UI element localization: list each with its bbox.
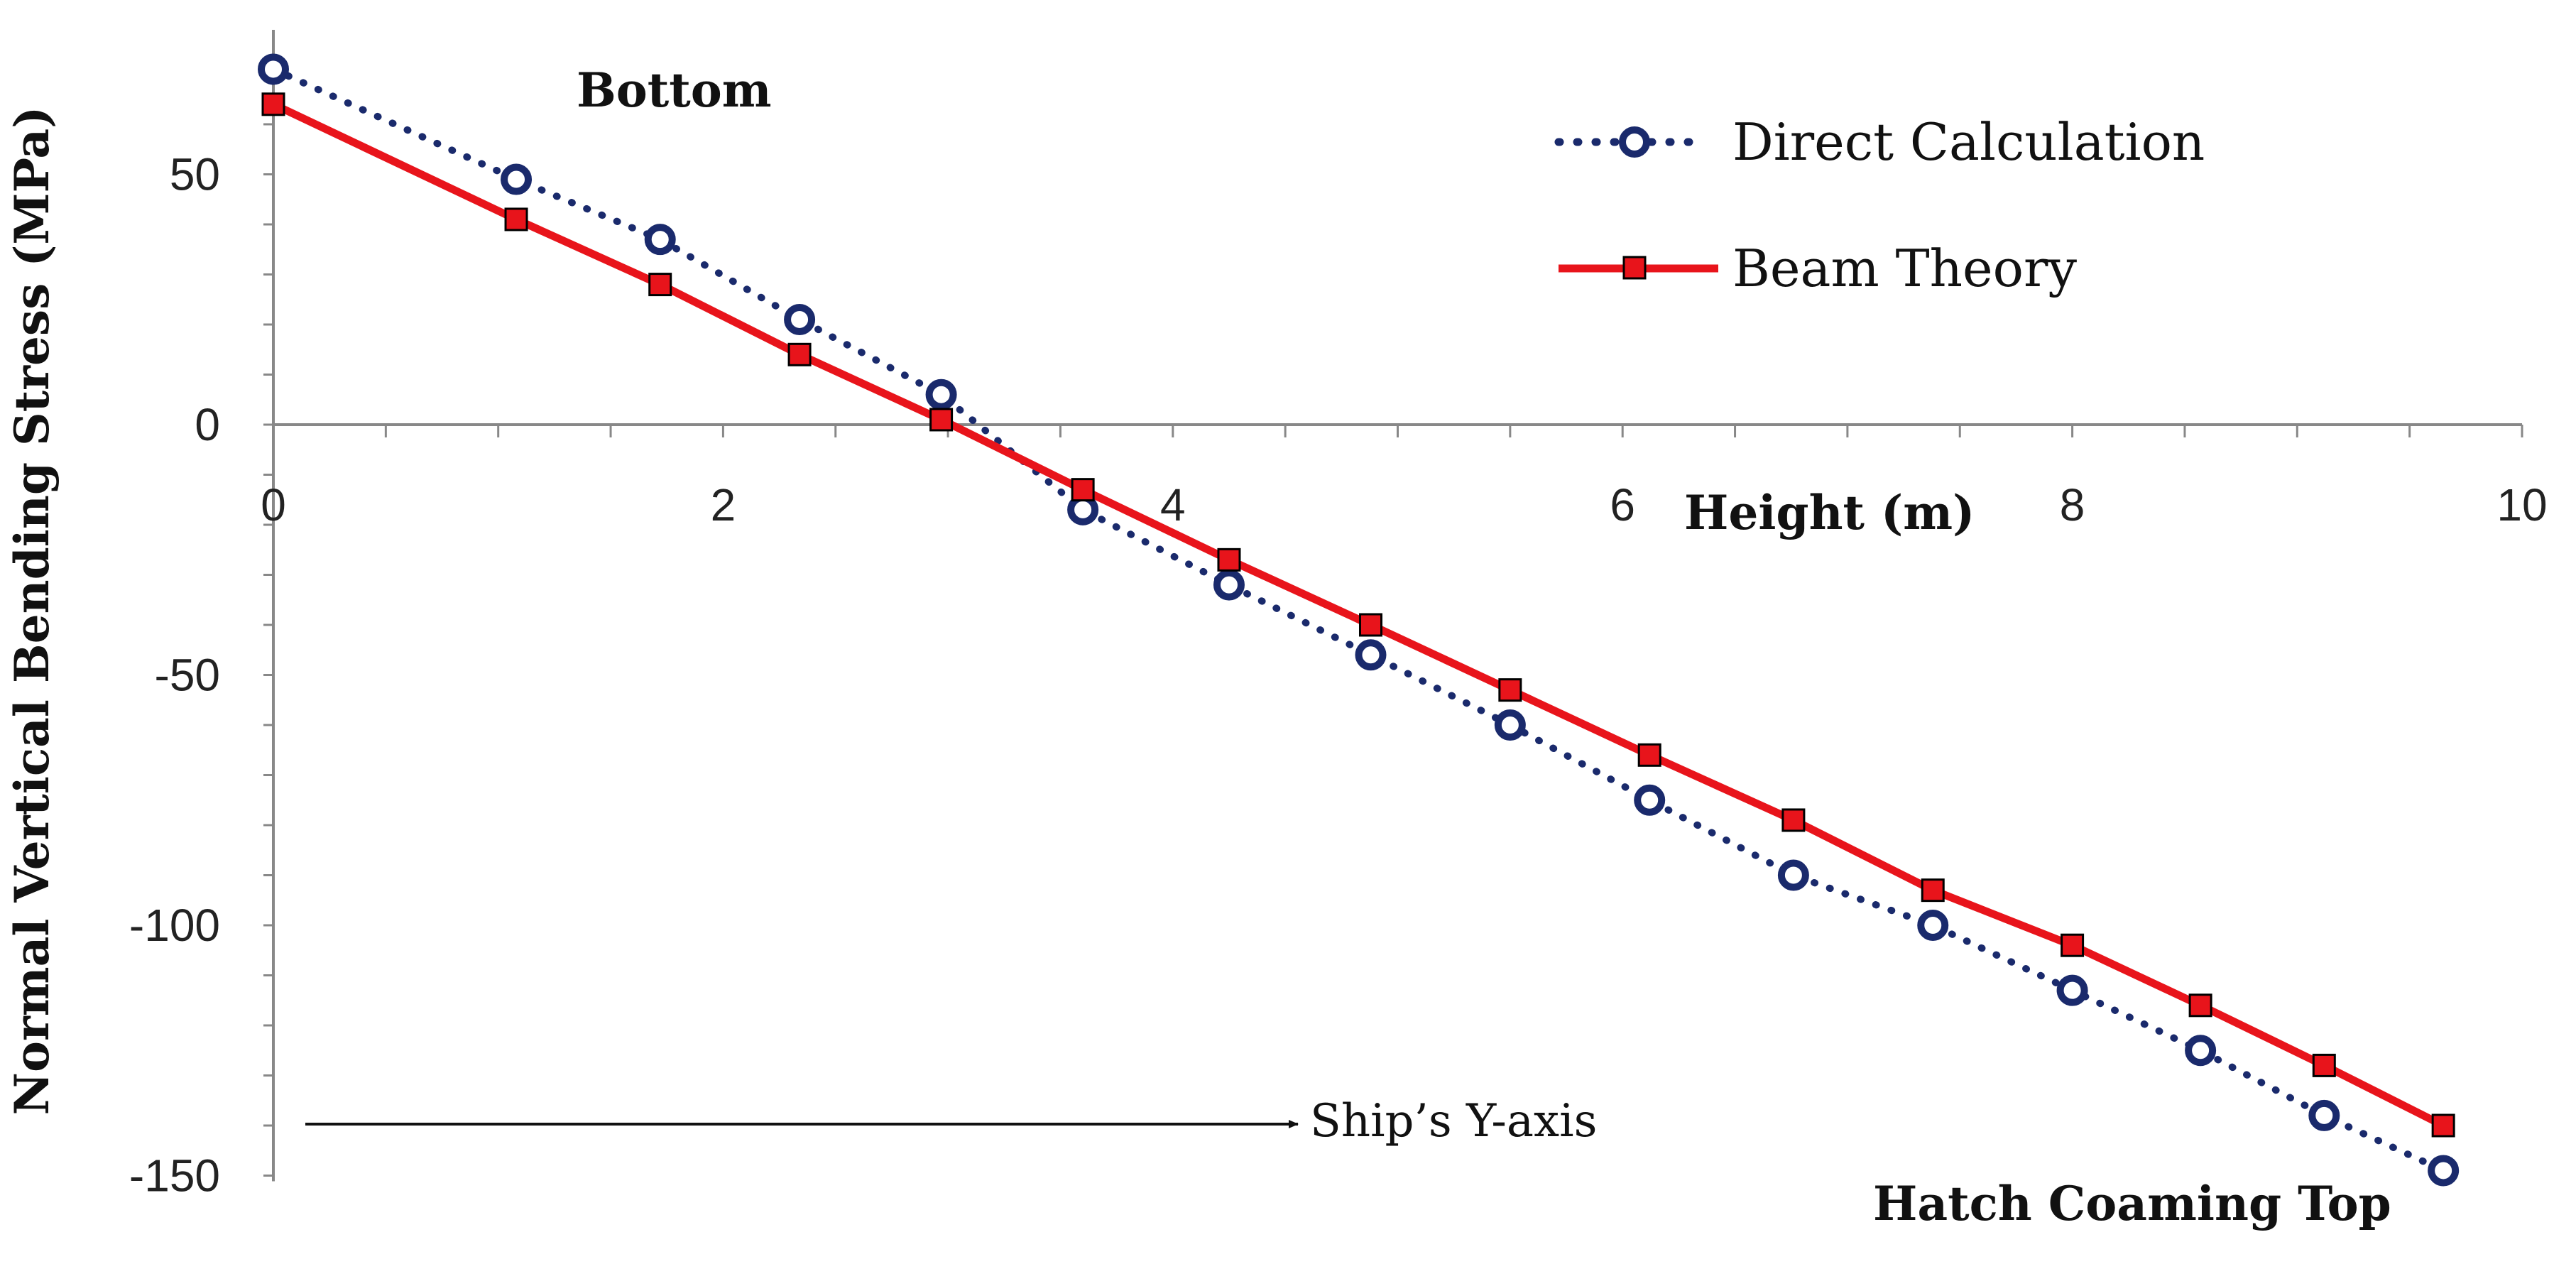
data-point-beam-theory [1217, 547, 1241, 572]
data-point-beam-theory [1637, 743, 1661, 767]
axes [272, 30, 2522, 1182]
x-tick-label: 0 [261, 479, 286, 530]
data-point-beam-theory [929, 408, 954, 432]
y-tick-label: -100 [129, 900, 220, 951]
data-point-beam-theory [1781, 808, 1806, 832]
legend-entry-beam-theory: Beam Theory [1559, 239, 2077, 298]
legend: Direct Calculation Beam Theory [1554, 112, 2205, 298]
data-point-direct-calculation [2308, 1099, 2340, 1131]
x-tick-label: 4 [1160, 479, 1186, 530]
y-tick-label: 0 [195, 399, 220, 450]
data-point-beam-theory [1358, 613, 1382, 637]
data-point-direct-calculation [1213, 569, 1245, 601]
data-point-beam-theory [2061, 933, 2085, 957]
x-axis-title: Height (m) [1684, 485, 1975, 540]
data-point-beam-theory [1921, 878, 1945, 903]
data-point-direct-calculation [1917, 910, 1949, 941]
x-tick-label: 10 [2496, 479, 2547, 530]
data-point-direct-calculation [2056, 974, 2088, 1006]
data-point-beam-theory [787, 342, 812, 366]
data-point-direct-calculation [784, 303, 816, 335]
bottom-annotation: Bottom [577, 62, 772, 118]
legend-entry-direct-calculation: Direct Calculation [1554, 112, 2205, 172]
tick-marks [263, 73, 2523, 1177]
legend-marker-direct-calculation [1619, 126, 1650, 158]
legend-marker-beam-theory [1622, 256, 1647, 280]
y-tick-label: 50 [170, 149, 220, 200]
data-point-beam-theory [261, 92, 285, 116]
legend-label-beam-theory: Beam Theory [1732, 239, 2077, 298]
y-axis-title: Normal Vertical Bending Stress (MPa) [4, 107, 60, 1116]
data-point-beam-theory [504, 207, 528, 231]
data-point-direct-calculation [1777, 859, 1809, 891]
y-tick-label: -50 [155, 650, 221, 701]
hatch-coaming-top-annotation: Hatch Coaming Top [1873, 1176, 2391, 1231]
legend-label-direct-calculation: Direct Calculation [1732, 112, 2205, 172]
y-tick-label: -150 [129, 1150, 220, 1202]
data-point-direct-calculation [925, 378, 957, 410]
series-line-direct-calculation [270, 65, 2447, 1175]
data-point-direct-calculation [1355, 639, 1387, 671]
data-point-beam-theory [2312, 1053, 2336, 1077]
x-tick-label: 2 [711, 479, 736, 530]
data-point-beam-theory [1071, 478, 1095, 502]
data-point-direct-calculation [1634, 784, 1666, 816]
data-point-beam-theory [2431, 1113, 2455, 1138]
data-point-beam-theory [648, 273, 672, 297]
series-line-beam-theory [269, 100, 2447, 1130]
data-point-beam-theory [1498, 678, 1522, 702]
data-point-direct-calculation [501, 163, 533, 195]
x-tick-label: 6 [1610, 479, 1635, 530]
data-point-direct-calculation [2185, 1035, 2217, 1067]
data-point-direct-calculation [644, 224, 676, 256]
ship-y-axis-label: Ship’s Y-axis [1310, 1095, 1597, 1148]
x-tick-label: 8 [2060, 479, 2085, 530]
tick-labels: 0 2 4 6 8 10 50 0 -50 -100 -150 [129, 149, 2548, 1202]
data-point-direct-calculation [258, 53, 289, 85]
data-point-beam-theory [2188, 993, 2212, 1018]
series [258, 53, 2460, 1187]
data-point-direct-calculation [2428, 1155, 2460, 1187]
data-point-direct-calculation [1494, 709, 1526, 741]
